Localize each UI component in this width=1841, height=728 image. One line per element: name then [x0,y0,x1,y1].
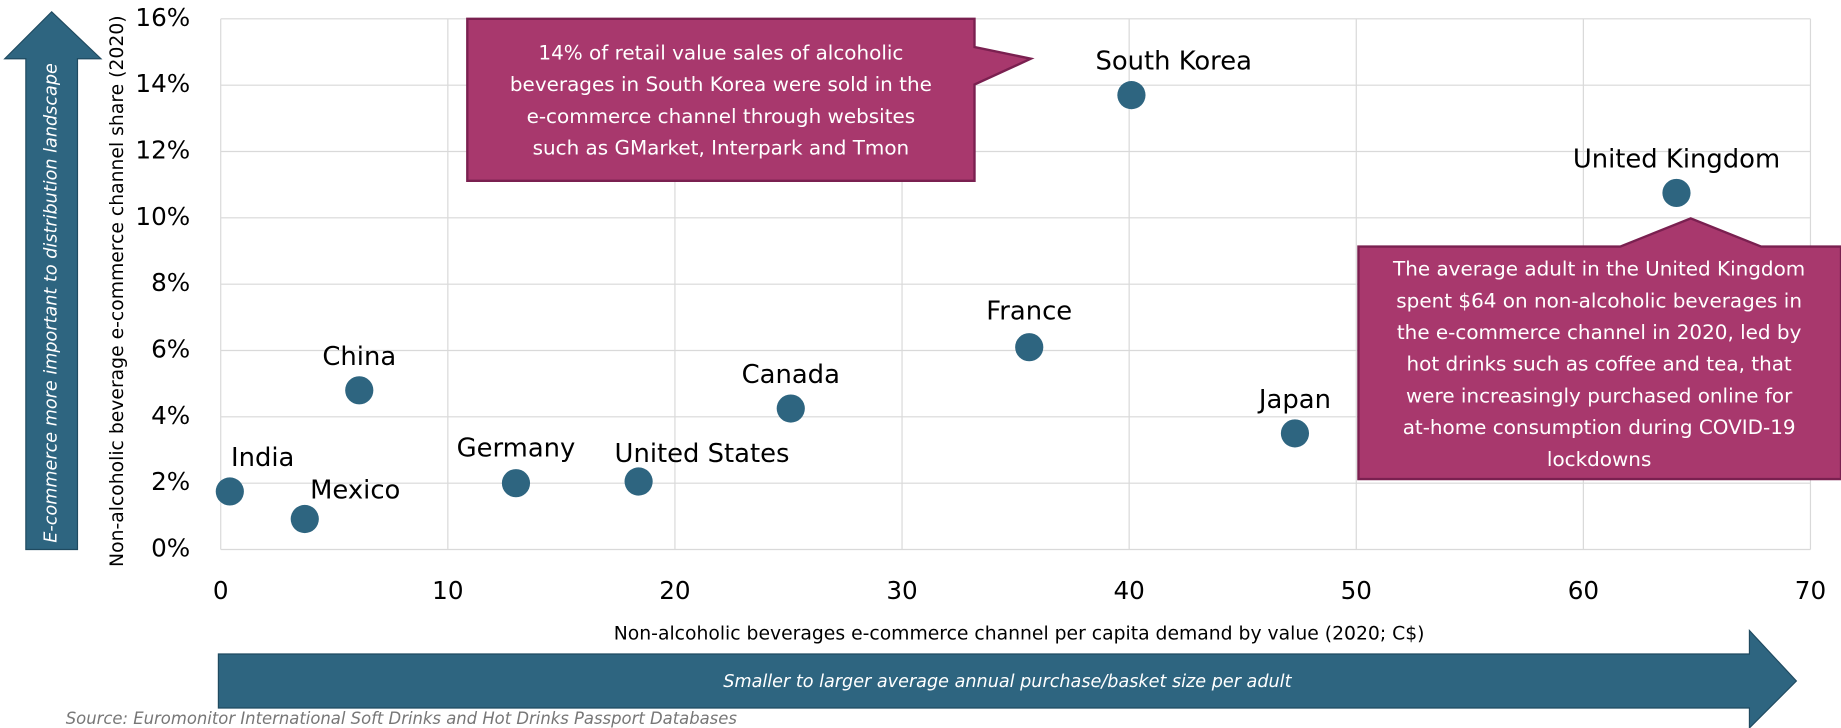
callout-text: such as GMarket, Interpark and Tmon [533,136,910,160]
y-tick-label: 14% [135,69,190,98]
point [345,376,374,405]
y-tick-label: 8% [151,268,190,297]
point [624,467,653,496]
callout-text: spent $64 on non-alcoholic beverages in [1396,288,1802,312]
source: Source: Euromonitor International Soft D… [66,709,738,728]
callout-text: beverages in South Korea were sold in th… [510,72,932,96]
y-arrow-text: E-commerce more important to distributio… [42,63,62,543]
point [776,394,805,423]
x-tick-label: 20 [659,576,690,605]
point-label: France [986,296,1072,326]
x-tick-label: 60 [1568,576,1599,605]
callout-text: hot drinks such as coffee and tea, that [1406,352,1791,376]
point-label: Germany [457,434,576,464]
point [215,477,244,506]
x-tick-label: 50 [1341,576,1372,605]
callout-text: The average adult in the United Kingdom [1392,257,1805,281]
x-arrow-text: Smaller to larger average annual purchas… [723,672,1292,692]
y-axis-title: Non-alcoholic beverage e-commerce channe… [107,15,128,566]
x-tick-label: 70 [1795,576,1826,605]
y-tick-label: 0% [151,534,190,563]
callout-text: at-home consumption during COVID-19 [1403,415,1796,439]
point [290,504,319,534]
y-arrow [3,10,103,551]
callout-box [466,17,1035,183]
x-axis-title: Non-alcoholic beverages e-commerce chann… [614,624,1425,645]
x-tick-label: 40 [1113,576,1144,605]
callout-box [1357,217,1841,481]
callout-text: lockdowns [1547,447,1651,471]
marks: India Mexico China Germany United States Cana… [215,47,1780,534]
point [1280,419,1310,448]
point-label: Mexico [310,475,400,505]
x-tick-label: 0 [213,576,229,605]
point-label: United Kingdom [1573,145,1780,175]
callout-text: e-commerce channel through websites [527,104,916,128]
y-tick-label: 4% [151,401,190,430]
point-label: United States [615,439,790,469]
y-tick-label: 12% [135,135,190,164]
point-label: Canada [742,360,840,390]
y-tick-label: 2% [151,467,190,496]
callout-text: were increasingly purchased online for [1406,383,1793,407]
x-arrow [217,629,1798,728]
point-label: India [231,443,294,473]
y-tick-label: 10% [135,202,190,231]
point [501,469,531,498]
x-tick-label: 10 [432,576,463,605]
y-tick-label: 6% [151,334,190,363]
y-tick-label: 16% [135,3,190,32]
x-tick-label: 30 [886,576,917,605]
point [1015,333,1044,362]
callout-text: the e-commerce channel in 2020, led by [1397,320,1802,344]
point-label: Japan [1257,385,1331,415]
point [1662,178,1691,208]
callout-text: 14% of retail value sales of alcoholic [538,41,903,65]
point-label: China [322,342,396,372]
point-label: South Korea [1095,47,1251,77]
point [1117,81,1146,110]
